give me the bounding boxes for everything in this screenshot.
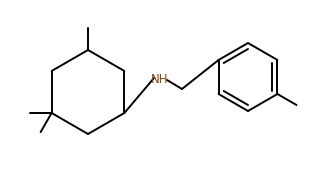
Text: NH: NH (151, 73, 169, 85)
